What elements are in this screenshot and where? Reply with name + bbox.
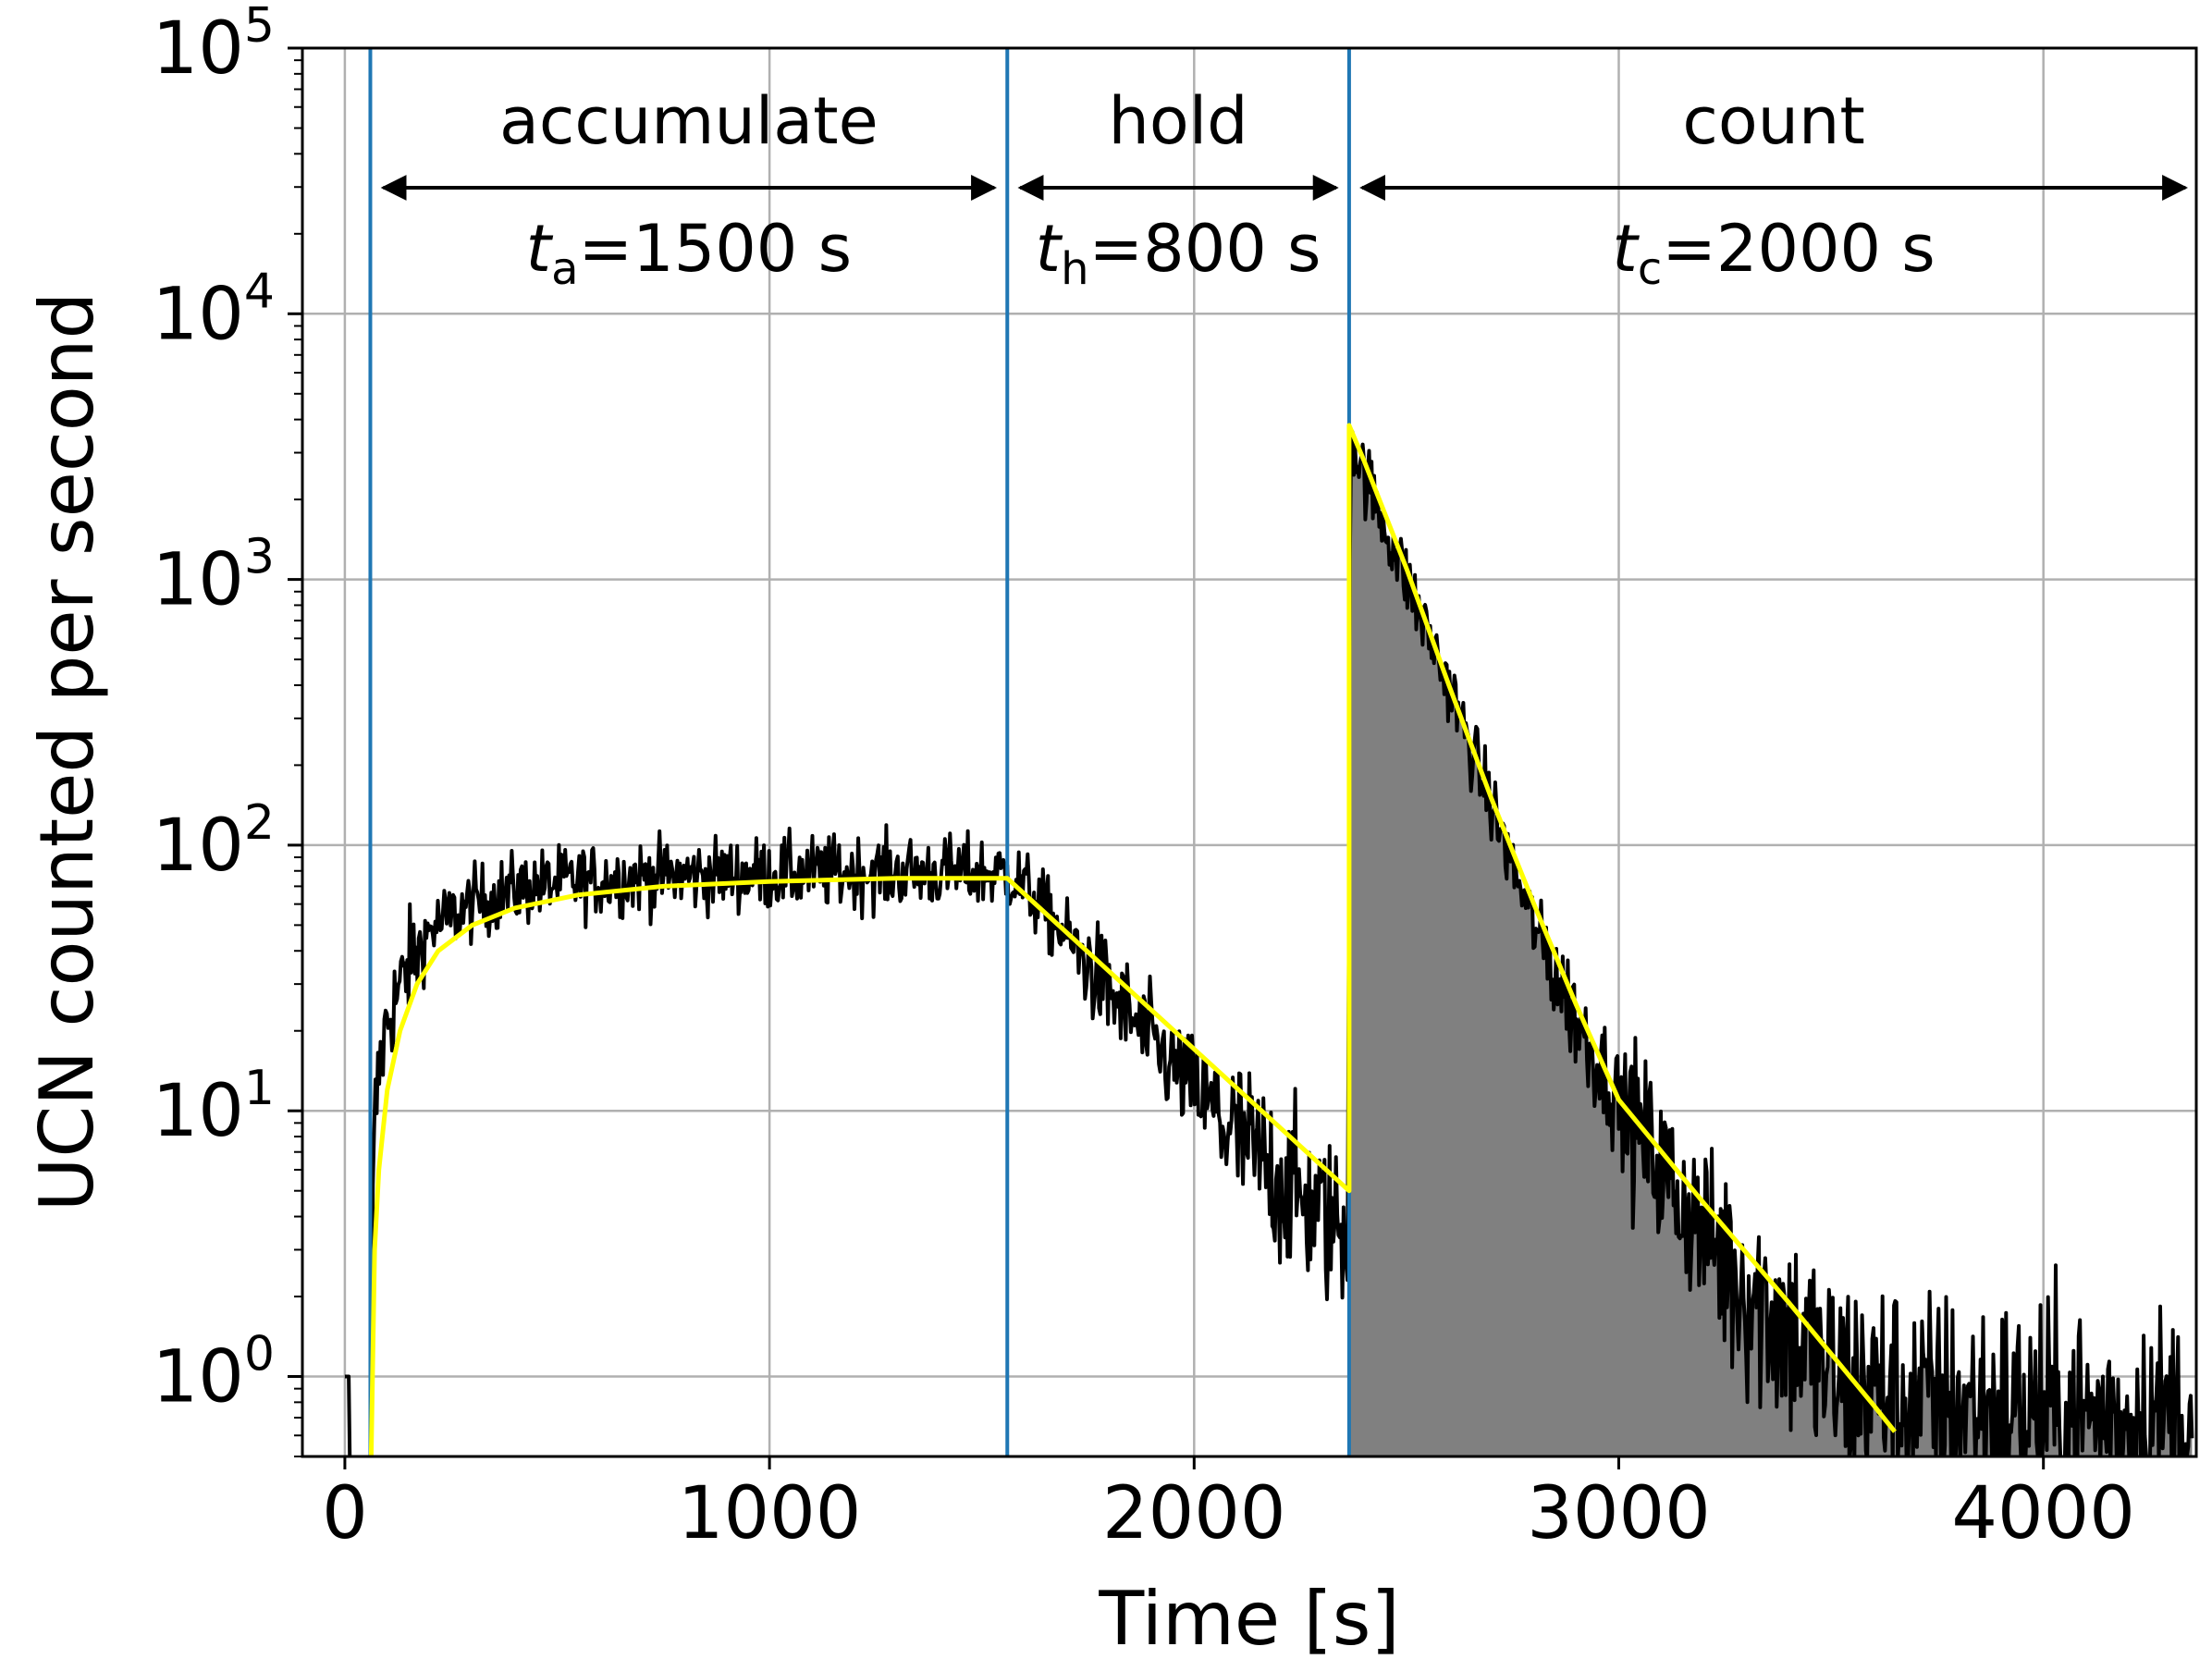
phase-name-label: hold [1109,83,1248,159]
y-axis-label: UCN counted per second [24,292,110,1211]
phase-duration-label: tc=2000 s [1612,211,1935,295]
x-axis-label: Time [s] [1098,1576,1399,1659]
x-tick-label: 3000 [1527,1472,1711,1555]
measured-line [344,427,2194,1456]
count-phase-fill [1348,429,2193,1456]
plot-frame [301,46,2198,1458]
measured-series [344,427,2194,1456]
x-tick-label: 2000 [1102,1472,1286,1555]
x-tick-label: 1000 [678,1472,862,1555]
count-phase-area [1348,429,2193,1456]
fit-series [368,423,1897,1456]
x-tick-label: 0 [322,1472,368,1555]
phase-duration-label: th=800 s [1036,211,1321,295]
phase-name-label: count [1682,83,1865,159]
phase-annotations: accumulate ta=1500 s hold th=800 s count tc=2… [380,83,2189,295]
phase-duration-label: ta=1500 s [526,211,852,295]
phase-name-label: accumulate [499,83,879,159]
fit-line [368,423,1897,1456]
x-tick-label: 4000 [1951,1472,2135,1555]
